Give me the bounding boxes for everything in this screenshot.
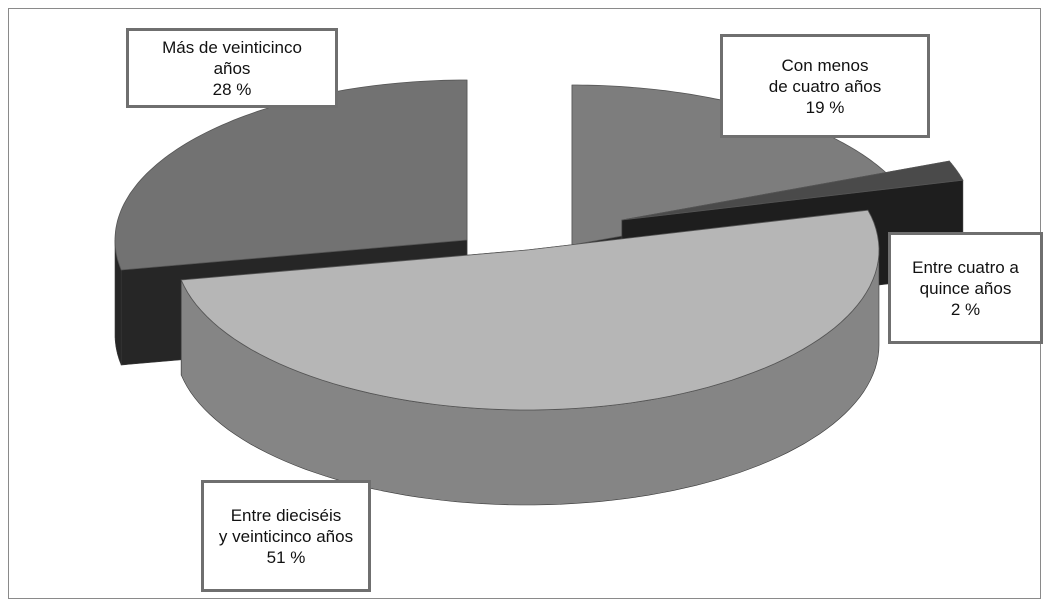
label-line: quince años: [919, 278, 1012, 298]
slice-top: [114, 79, 468, 271]
label-line: Con menos: [781, 55, 869, 75]
label-line: Más de veinticinco: [162, 37, 302, 57]
label-line: Entre cuatro a: [912, 257, 1019, 277]
label-box-con-menos: Con menos de cuatro años 19 %: [720, 34, 930, 138]
label-line: y veinticinco años: [218, 526, 354, 546]
label-line: Entre dieciséis: [230, 505, 342, 525]
label-box-entre-cuatro: Entre cuatro a quince años 2 %: [888, 232, 1043, 344]
label-value: 2 %: [950, 299, 981, 319]
label-line: de cuatro años: [768, 76, 882, 96]
pie-slice-2: [180, 209, 880, 506]
label-value: 28 %: [212, 79, 252, 99]
label-value: 19 %: [805, 97, 845, 117]
label-value: 51 %: [266, 547, 306, 567]
label-box-entre-dieciseis: Entre dieciséis y veinticinco años 51 %: [201, 480, 371, 592]
label-box-mas-de-veinticinco: Más de veinticinco años 28 %: [126, 28, 338, 108]
slice-top: [180, 209, 880, 411]
slice-top: [621, 160, 964, 221]
label-line: años: [213, 58, 251, 78]
